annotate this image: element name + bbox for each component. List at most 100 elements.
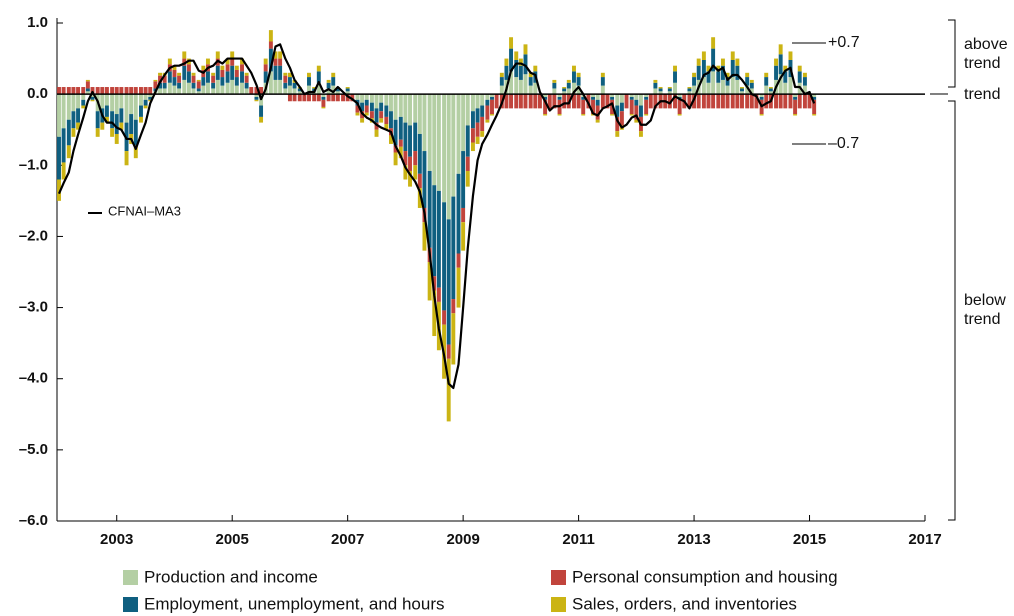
bar-segment bbox=[653, 82, 658, 89]
bar-segment bbox=[182, 58, 187, 66]
bar-segment bbox=[706, 71, 711, 83]
bar-segment bbox=[687, 88, 692, 92]
bar-segment bbox=[148, 87, 153, 95]
bar-segment bbox=[442, 94, 447, 203]
bar-segment bbox=[191, 88, 196, 95]
bar-segment bbox=[124, 151, 129, 166]
bar-segment bbox=[778, 74, 783, 95]
bar-segment bbox=[514, 59, 519, 78]
bar-segment bbox=[667, 87, 672, 89]
bar-segment bbox=[451, 299, 456, 314]
bar-segment bbox=[374, 122, 379, 130]
bar-segment bbox=[100, 122, 105, 130]
bar-segment bbox=[572, 71, 576, 83]
bar-segment bbox=[687, 94, 692, 109]
bar-segment bbox=[720, 79, 725, 95]
bar-segment bbox=[403, 122, 408, 152]
bar-segment bbox=[312, 94, 317, 102]
bar-segment bbox=[634, 99, 639, 106]
bar-segment bbox=[740, 88, 744, 92]
bar-segment bbox=[716, 65, 721, 72]
bar-segment bbox=[552, 79, 557, 83]
bar-segment bbox=[230, 79, 235, 95]
bar-segment bbox=[283, 82, 288, 89]
bar-segment bbox=[374, 108, 379, 123]
bar-segment bbox=[119, 122, 124, 130]
bar-segment bbox=[379, 118, 384, 123]
bar-segment bbox=[76, 108, 81, 123]
bar-segment bbox=[331, 72, 336, 78]
bar-segment bbox=[76, 87, 81, 95]
bar-segment bbox=[220, 69, 225, 78]
bar-segment bbox=[292, 82, 297, 89]
bar-segment bbox=[413, 165, 418, 180]
bar-segment bbox=[638, 94, 643, 106]
bar-segment bbox=[619, 102, 624, 112]
bar-segment bbox=[287, 77, 292, 86]
bar-segment bbox=[730, 94, 735, 109]
bar-segment bbox=[263, 71, 268, 83]
bar-segment bbox=[648, 94, 653, 109]
bar-segment bbox=[576, 94, 581, 109]
bar-segment bbox=[581, 99, 586, 115]
bar-segment bbox=[456, 253, 461, 268]
bar-segment bbox=[143, 94, 148, 100]
bar-segment bbox=[615, 94, 620, 106]
bar-segment bbox=[490, 114, 494, 116]
bar-segment bbox=[557, 94, 562, 97]
bar-segment bbox=[523, 54, 528, 75]
bar-segment bbox=[595, 119, 600, 123]
bar-segment bbox=[658, 87, 663, 89]
bar-segment bbox=[653, 88, 658, 95]
bar-segment bbox=[225, 71, 230, 83]
bar-segment bbox=[667, 91, 672, 95]
bar-segment bbox=[278, 58, 283, 66]
bar-segment bbox=[191, 82, 196, 89]
bar-segment bbox=[335, 91, 340, 95]
bar-segment bbox=[696, 94, 701, 109]
bar-segment bbox=[287, 94, 292, 102]
bar-segment bbox=[81, 105, 86, 109]
x-tick-label: 2013 bbox=[677, 531, 710, 548]
bar-segment bbox=[716, 82, 721, 95]
bar-segment bbox=[543, 99, 548, 115]
bar-segment bbox=[778, 94, 783, 109]
bar-segment bbox=[793, 114, 798, 116]
bar-segment bbox=[273, 51, 278, 59]
bar-segment bbox=[162, 88, 167, 95]
bar-segment bbox=[230, 51, 235, 59]
bar-segment bbox=[797, 71, 802, 83]
bar-segment bbox=[316, 71, 321, 83]
bar-segment bbox=[802, 72, 807, 78]
bar-segment bbox=[244, 75, 249, 83]
bar-segment bbox=[595, 105, 600, 120]
y-tick-label: –2.0 bbox=[19, 227, 48, 244]
bar-segment bbox=[85, 91, 90, 95]
bar-segment bbox=[316, 82, 321, 95]
bar-segment bbox=[196, 88, 201, 92]
bar-segment bbox=[326, 88, 331, 95]
bar-segment bbox=[759, 114, 764, 116]
bar-segment bbox=[66, 119, 71, 146]
bar-segment bbox=[331, 85, 336, 95]
bar-segment bbox=[730, 59, 735, 78]
bar-segment bbox=[162, 82, 167, 89]
bar-segment bbox=[133, 119, 138, 146]
bar-segment bbox=[446, 358, 451, 422]
bar-segment bbox=[335, 94, 340, 102]
bar-segment bbox=[436, 287, 441, 302]
bar-segment bbox=[307, 94, 311, 102]
bar-segment bbox=[807, 94, 812, 109]
bar-segment bbox=[533, 94, 538, 109]
bar-segment bbox=[129, 94, 134, 115]
bar-segment bbox=[499, 85, 504, 95]
bar-segment bbox=[167, 58, 172, 65]
bar-segment bbox=[172, 69, 177, 78]
bar-segment bbox=[240, 64, 244, 72]
bar-segment bbox=[316, 65, 321, 72]
bar-segment bbox=[384, 94, 389, 106]
bar-segment bbox=[701, 59, 706, 78]
bar-segment bbox=[797, 94, 802, 109]
bar-segment bbox=[345, 88, 350, 92]
bar-segment bbox=[326, 82, 331, 89]
